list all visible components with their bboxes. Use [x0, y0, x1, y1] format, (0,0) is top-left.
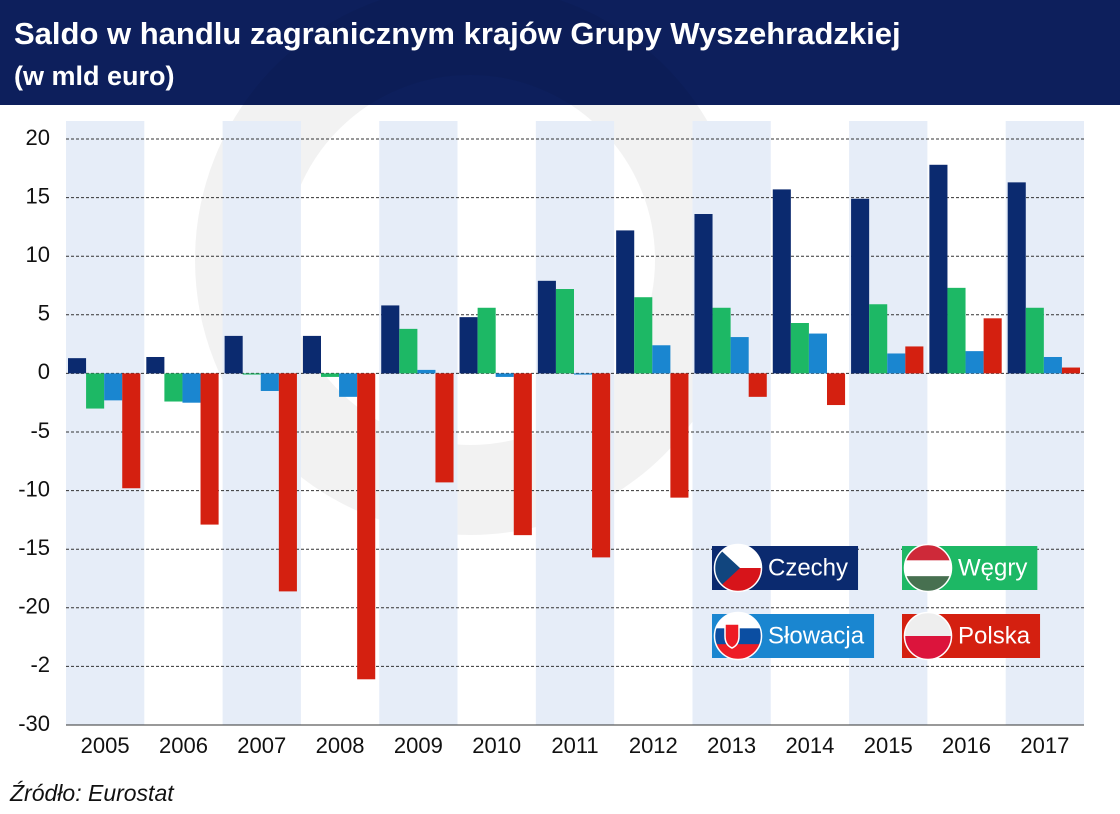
- bar: [513, 373, 532, 536]
- y-tick-label: -15: [18, 535, 50, 560]
- source: Źródło: Eurostat: [9, 780, 175, 806]
- bar: [748, 373, 767, 397]
- bar: [146, 356, 165, 374]
- bar: [357, 373, 376, 680]
- bar: [592, 373, 611, 558]
- bar: [1061, 367, 1080, 374]
- x-tick-label: 2011: [551, 733, 598, 758]
- chart-title: Saldo w handlu zagranicznym krajów Grupy…: [14, 16, 901, 51]
- y-tick-label: 15: [26, 183, 50, 208]
- bar: [182, 373, 201, 403]
- bar: [122, 373, 141, 489]
- bar: [68, 358, 87, 374]
- bar: [86, 373, 105, 409]
- bar: [381, 305, 400, 374]
- bar: [339, 373, 358, 397]
- x-tick-label: 2007: [237, 733, 286, 758]
- bar: [278, 373, 297, 592]
- header-band: [0, 0, 1120, 105]
- bar: [242, 373, 261, 375]
- flag-rim: [903, 611, 953, 661]
- x-tick-label: 2017: [1020, 733, 1069, 758]
- bar: [477, 307, 496, 374]
- y-tick-label: -2: [30, 652, 50, 677]
- bar: [652, 345, 671, 374]
- flag-part: [904, 560, 952, 577]
- bar: [965, 351, 984, 374]
- y-tick-label: 10: [26, 242, 50, 267]
- bar: [1025, 307, 1044, 374]
- x-tick-label: 2009: [394, 733, 443, 758]
- x-tick-label: 2016: [942, 733, 991, 758]
- bar: [417, 369, 436, 374]
- bar: [1007, 182, 1026, 374]
- x-tick-label: 2010: [472, 733, 521, 758]
- legend-label: Czechy: [768, 554, 848, 581]
- bar: [1043, 356, 1062, 374]
- x-tick-label: 2012: [629, 733, 678, 758]
- x-tick-label: 2013: [707, 733, 756, 758]
- bar: [869, 304, 888, 374]
- y-tick-label: -10: [18, 476, 50, 501]
- bar: [947, 287, 966, 374]
- bar: [983, 318, 1002, 374]
- x-tick-label: 2014: [785, 733, 834, 758]
- bar: [790, 323, 809, 374]
- bar: [827, 373, 846, 406]
- flag-part: [714, 544, 740, 592]
- bar: [435, 373, 454, 483]
- bar: [555, 289, 574, 374]
- bar: [399, 328, 418, 374]
- y-tick-label: -5: [30, 418, 50, 443]
- bar: [224, 335, 243, 374]
- bar: [730, 337, 749, 374]
- x-tick-label: 2008: [316, 733, 365, 758]
- bar: [260, 373, 279, 391]
- bar: [164, 373, 183, 402]
- y-tick-label: 20: [26, 125, 50, 150]
- legend-label: Polska: [958, 622, 1031, 649]
- bar: [929, 164, 948, 374]
- chart-subtitle: (w mld euro): [14, 61, 175, 91]
- bar: [772, 189, 791, 374]
- bar: [670, 373, 689, 498]
- bar: [851, 198, 870, 374]
- bar: [905, 346, 924, 374]
- flag-rim: [713, 611, 763, 661]
- bar: [616, 230, 635, 374]
- bar: [321, 373, 340, 377]
- bar: [537, 280, 556, 374]
- bar: [200, 373, 219, 525]
- bar: [495, 373, 514, 377]
- flag-rim: [903, 543, 953, 593]
- bar: [302, 335, 321, 374]
- y-tick-label: -20: [18, 594, 50, 619]
- bar: [694, 214, 713, 374]
- flag-part: [724, 623, 740, 649]
- bar: [808, 333, 827, 374]
- bar: [574, 373, 593, 375]
- legend-label: Słowacja: [768, 622, 865, 649]
- x-tick-label: 2015: [864, 733, 913, 758]
- bar: [712, 307, 731, 374]
- x-tick-label: 2005: [81, 733, 130, 758]
- y-tick-label: 0: [38, 359, 50, 384]
- bar: [459, 317, 478, 374]
- y-tick-label: 5: [38, 301, 50, 326]
- x-tick-label: 2006: [159, 733, 208, 758]
- y-tick-label: -30: [18, 711, 50, 736]
- bar: [634, 297, 653, 374]
- legend-label: Węgry: [958, 554, 1027, 581]
- bar: [887, 353, 906, 374]
- flag-rim: [713, 543, 763, 593]
- bar: [104, 373, 123, 401]
